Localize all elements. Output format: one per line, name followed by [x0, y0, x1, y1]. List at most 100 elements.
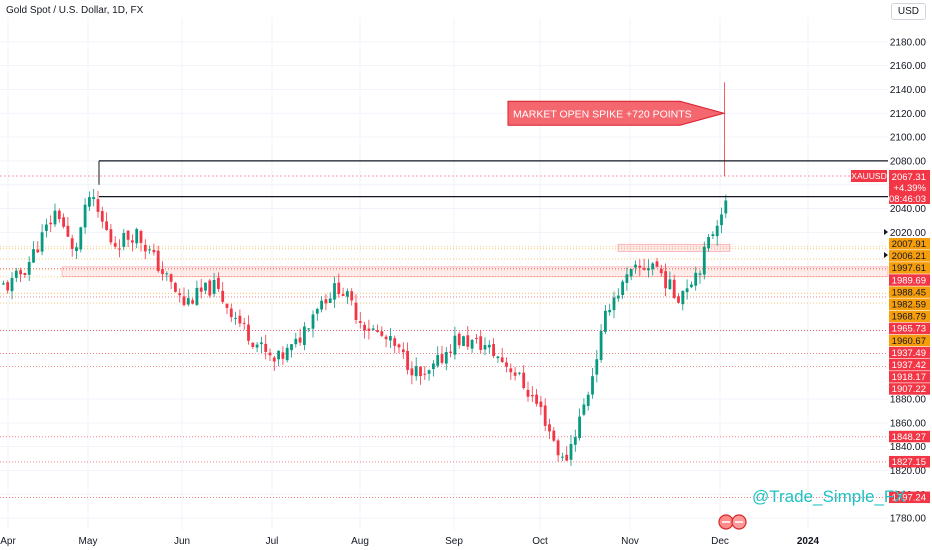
- candle: [23, 272, 27, 275]
- candle: [444, 352, 448, 364]
- candle: [79, 227, 83, 250]
- currency-selector[interactable]: USD: [890, 3, 926, 20]
- candle: [36, 249, 40, 253]
- symbol-badge: [851, 169, 887, 182]
- candle: [625, 274, 629, 283]
- candle: [410, 368, 414, 376]
- axis-marker-icon: [884, 252, 888, 258]
- candle: [143, 244, 147, 252]
- candle: [655, 261, 659, 267]
- candle: [638, 265, 642, 268]
- chart-symbol-title: Gold Spot / U.S. Dollar, 1D, FX: [6, 5, 144, 16]
- candle: [152, 249, 156, 253]
- level-label: 1997.61: [892, 263, 926, 274]
- candle: [337, 282, 341, 295]
- candle: [272, 357, 276, 362]
- level-label-bg: [889, 371, 930, 383]
- candle: [629, 268, 633, 277]
- level-label-bg: [889, 286, 930, 298]
- candle: [569, 443, 573, 460]
- axis-marker-icon: [884, 229, 888, 235]
- level-label: 1907.22: [892, 384, 926, 395]
- candle: [492, 344, 495, 356]
- candle: [204, 282, 207, 291]
- candle: [40, 232, 44, 252]
- y-tick-label: 2100.00: [890, 133, 927, 144]
- candle: [690, 284, 693, 288]
- candle: [139, 230, 143, 243]
- y-tick-label: 2120.00: [890, 109, 927, 120]
- candle: [423, 373, 427, 375]
- candle: [664, 271, 667, 289]
- last-price-badge: [889, 169, 930, 204]
- level-label: 1965.73: [892, 324, 926, 335]
- candle: [561, 456, 564, 458]
- watermark: @Trade_Simple_FX: [752, 487, 906, 506]
- candle: [677, 296, 680, 303]
- last-price-text: +4.39%: [894, 183, 927, 194]
- annotation-callout: [507, 100, 726, 126]
- y-tick-label: 1820.00: [890, 466, 927, 477]
- candle: [182, 296, 186, 305]
- candle: [505, 362, 508, 367]
- candle: [45, 224, 48, 231]
- level-label: 1989.69: [892, 275, 926, 286]
- candle: [169, 274, 173, 282]
- candle: [96, 199, 100, 212]
- candle: [539, 401, 543, 408]
- candle: [212, 279, 216, 294]
- candle: [27, 261, 31, 275]
- candle: [475, 337, 478, 339]
- level-label-bg: [889, 274, 930, 286]
- y-tick-label: 2180.00: [890, 37, 927, 48]
- candle: [599, 330, 603, 360]
- candle: [720, 214, 723, 226]
- candle: [363, 324, 366, 331]
- candle: [88, 197, 91, 207]
- candle: [612, 297, 616, 311]
- level-label: 1827.15: [892, 457, 926, 468]
- candle: [616, 295, 620, 299]
- candle: [341, 294, 345, 296]
- candle: [634, 264, 637, 268]
- candle: [251, 342, 255, 347]
- candle: [453, 335, 457, 355]
- candle: [595, 359, 599, 375]
- candle: [586, 394, 590, 406]
- candle: [311, 314, 315, 329]
- candle: [105, 221, 108, 230]
- candle: [384, 336, 388, 340]
- candle: [419, 366, 422, 377]
- candle: [432, 363, 435, 370]
- candle: [315, 308, 319, 314]
- y-tick-label: 2080.00: [890, 156, 927, 167]
- candle: [92, 197, 96, 200]
- x-tick-label: Apr: [0, 536, 16, 547]
- candle: [651, 263, 655, 270]
- candle: [328, 298, 332, 303]
- candle: [10, 277, 14, 292]
- candle: [32, 249, 35, 263]
- y-tick-label: 2020.00: [890, 228, 927, 239]
- candle: [109, 229, 113, 243]
- candle: [647, 268, 650, 271]
- candle: [522, 372, 526, 389]
- candle: [290, 344, 293, 351]
- x-tick-label: Jun: [174, 536, 190, 547]
- x-tick-label: Nov: [621, 536, 639, 547]
- level-label: 1918.17: [892, 372, 926, 383]
- candle: [621, 281, 624, 295]
- candle: [221, 290, 225, 302]
- candle: [672, 279, 676, 298]
- level-label-bg: [889, 455, 930, 468]
- candle: [70, 238, 74, 249]
- candle: [604, 310, 607, 332]
- candle: [724, 200, 728, 214]
- resistance-zone: [617, 243, 731, 252]
- support-zone: [61, 266, 889, 277]
- candle: [462, 336, 465, 346]
- candle: [470, 339, 474, 349]
- candle: [260, 342, 263, 345]
- candle: [66, 225, 70, 237]
